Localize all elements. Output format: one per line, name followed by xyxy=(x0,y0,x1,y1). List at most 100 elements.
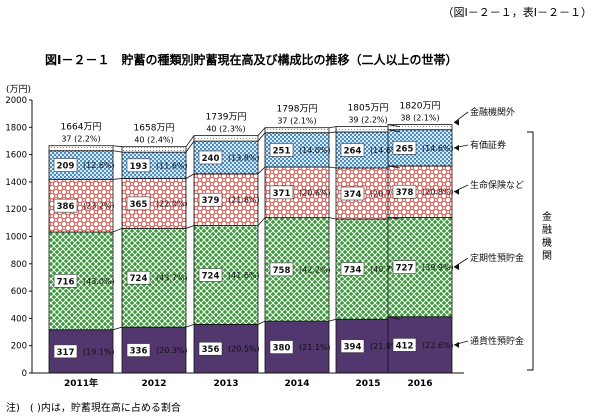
pct-label-insurance-5: (20.8%) xyxy=(422,188,454,197)
footnote: 注) ( )内は，貯蓄現在高に占める割合 xyxy=(6,401,181,414)
value-box-insurance-0 xyxy=(53,198,78,213)
total-label-4: 1805万円 xyxy=(348,103,389,114)
connector-4-0 xyxy=(387,316,401,320)
bar-other-1 xyxy=(121,146,187,153)
legend-label-other: 金融機関外 xyxy=(470,106,515,118)
connector-1-4 xyxy=(185,135,195,147)
value-box-securities-0 xyxy=(53,158,78,172)
pct-label-currency-0: (19.1%) xyxy=(83,347,115,356)
legend-arrow-other xyxy=(453,111,469,123)
value-box-insurance-2 xyxy=(198,192,223,207)
y-axis-unit: (万円) xyxy=(6,84,31,95)
pct-label-insurance-0: (23.2%) xyxy=(83,202,115,211)
pct-label-securities-0: (12.6%) xyxy=(83,161,115,170)
pct-label-currency-3: (21.1%) xyxy=(299,343,331,352)
value-box-currency-5 xyxy=(392,338,417,352)
legend-label-time: 定期性預貯金 xyxy=(470,252,524,264)
connector-3-0 xyxy=(328,318,337,322)
value-box-time-1 xyxy=(126,270,151,285)
pct-label-time-0: (43.0%) xyxy=(83,277,115,286)
bar-other-2 xyxy=(193,135,259,142)
value-box-time-0 xyxy=(53,274,78,288)
value-box-time-4 xyxy=(340,262,365,276)
connector-1-0 xyxy=(185,324,195,328)
other-label-1: 40 (2.4%) xyxy=(134,136,173,145)
value-box-currency-0 xyxy=(53,344,78,359)
value-box-securities-4 xyxy=(340,143,365,157)
x-tick-label-5: 2016 xyxy=(407,379,432,389)
pct-label-insurance-2: (21.8%) xyxy=(228,196,260,205)
legend-arrowhead-other xyxy=(454,119,459,126)
legend-arrow-time xyxy=(453,257,469,268)
value-label-securities-4: 264 xyxy=(344,146,362,156)
y-tick-label-5: 1000 xyxy=(5,233,27,243)
connector-2-3 xyxy=(257,132,266,142)
x-tick-label-3: 2014 xyxy=(284,379,309,389)
pct-label-securities-4: (14.6%) xyxy=(370,146,402,155)
y-axis: 0 200 400 600 800 1000 1200 1400 1600 1800 2000 xyxy=(5,96,33,379)
x-tick-label-0: 2011年 xyxy=(64,377,98,389)
pct-label-currency-4: (21.8%) xyxy=(370,342,402,351)
bar-other-0 xyxy=(48,145,114,152)
legend-arrowhead-currency xyxy=(454,341,459,348)
value-label-insurance-4: 374 xyxy=(344,190,362,200)
value-label-currency-0: 317 xyxy=(57,348,75,358)
pct-label-time-5: (39.9%) xyxy=(422,263,454,272)
y-tick-label-10: 2000 xyxy=(5,96,27,106)
legend-arrowhead-securities xyxy=(454,144,459,151)
value-box-currency-4 xyxy=(340,339,365,353)
value-box-insurance-1 xyxy=(126,196,151,211)
connector-2-1 xyxy=(257,217,266,226)
pct-label-time-2: (41.6%) xyxy=(228,271,260,280)
y-tick-label-4: 800 xyxy=(11,260,27,270)
value-label-currency-1: 336 xyxy=(130,347,148,357)
pct-label-insurance-3: (20.6%) xyxy=(299,188,331,197)
value-label-insurance-0: 386 xyxy=(57,202,75,212)
other-label-5: 38 (2.1%) xyxy=(400,114,439,123)
connector-1-2 xyxy=(185,173,195,179)
value-label-securities-1: 193 xyxy=(130,162,148,172)
connector-1-3 xyxy=(185,140,195,153)
value-label-insurance-2: 379 xyxy=(202,196,220,206)
connector-2-0 xyxy=(257,320,266,325)
y-tick-label-2: 400 xyxy=(11,314,27,324)
connector-1-1 xyxy=(185,225,195,229)
connector-0-2 xyxy=(112,178,123,180)
value-box-insurance-4 xyxy=(340,186,365,201)
value-label-currency-5: 412 xyxy=(396,341,414,351)
bar-other-5 xyxy=(387,124,453,131)
connector-0-0 xyxy=(112,326,123,331)
pct-label-insurance-1: (22.0%) xyxy=(156,199,188,208)
pct-label-securities-5: (14.6%) xyxy=(422,144,454,153)
pct-label-time-4: (40.7%) xyxy=(370,265,402,274)
value-label-currency-3: 380 xyxy=(273,344,291,354)
legend-arrowhead-time xyxy=(454,264,459,271)
other-label-2: 40 (2.3%) xyxy=(206,125,245,134)
legend-label-currency: 通貨性預貯金 xyxy=(470,335,524,347)
value-box-securities-5 xyxy=(392,141,417,155)
y-tick-label-3: 600 xyxy=(11,287,27,297)
value-label-securities-3: 251 xyxy=(273,146,291,156)
value-label-currency-4: 394 xyxy=(344,343,362,353)
connector-4-4 xyxy=(387,124,401,128)
value-label-insurance-1: 365 xyxy=(130,200,148,210)
value-label-time-0: 716 xyxy=(57,277,75,287)
other-label-4: 39 (2.2%) xyxy=(348,116,387,125)
pct-label-time-3: (42.2%) xyxy=(299,265,331,274)
pct-label-securities-1: (11.6%) xyxy=(156,161,188,170)
value-box-currency-1 xyxy=(126,343,151,357)
value-label-insurance-5: 378 xyxy=(396,188,414,198)
value-label-securities-0: 209 xyxy=(57,162,75,172)
value-label-time-3: 758 xyxy=(273,266,291,276)
bracket-label: 金融機関 xyxy=(542,210,552,262)
pct-label-currency-2: (20.5%) xyxy=(228,345,260,354)
bar-time-1 xyxy=(121,227,187,328)
connector-0-1 xyxy=(112,227,123,233)
connector-3-3 xyxy=(328,131,337,134)
legend-arrowhead-insurance xyxy=(454,188,459,195)
total-label-1: 1658万円 xyxy=(134,123,175,134)
total-label-3: 1798万円 xyxy=(277,104,318,115)
value-box-time-5 xyxy=(392,260,417,274)
